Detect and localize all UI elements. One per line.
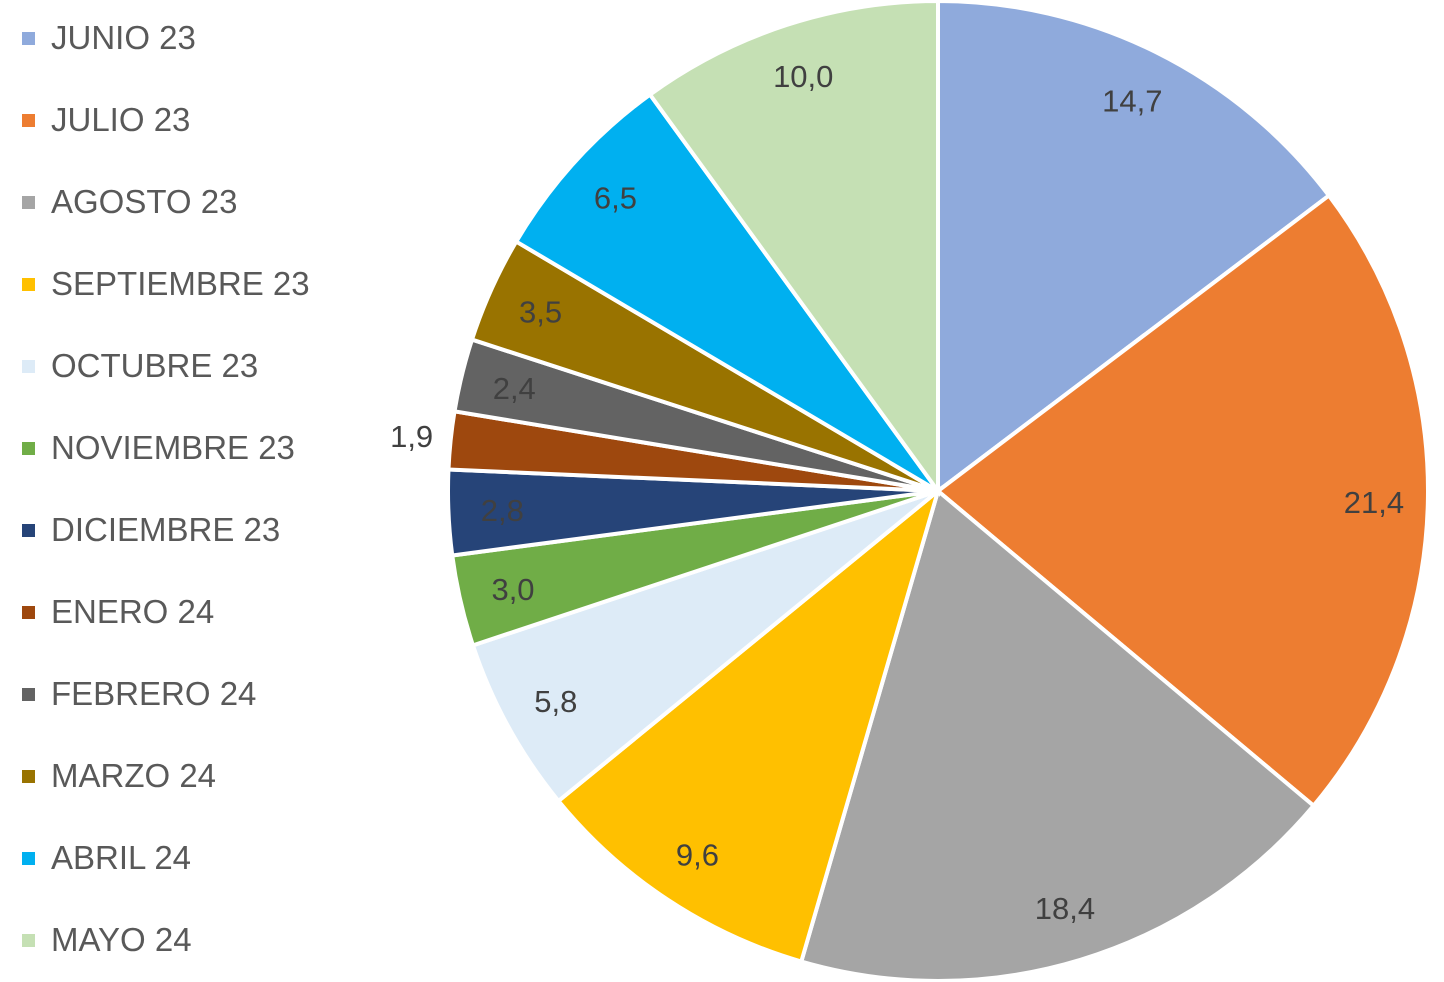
legend-label: ENERO 24	[51, 593, 215, 630]
legend-swatch	[22, 113, 35, 127]
legend-item: ABRIL 24	[22, 838, 191, 878]
legend-label: OCTUBRE 23	[51, 347, 259, 384]
legend-label: AGOSTO 23	[51, 183, 238, 220]
pie-slice	[647, 0, 940, 498]
legend-label: MAYO 24	[51, 921, 192, 958]
legend-swatch	[22, 277, 35, 291]
data-label: 9,6	[676, 838, 719, 873]
legend-swatch	[22, 769, 35, 783]
legend-item: OCTUBRE 23	[22, 346, 258, 386]
legend-swatch	[22, 359, 35, 373]
pie-slice	[513, 91, 940, 493]
legend-swatch	[22, 933, 35, 947]
data-label: 21,4	[1344, 485, 1404, 520]
legend-item: MARZO 24	[22, 756, 216, 796]
pie-slice	[470, 489, 940, 804]
legend-item: MAYO 24	[22, 920, 192, 960]
data-label: 3,0	[491, 572, 534, 607]
legend-label: ABRIL 24	[51, 839, 192, 876]
legend-swatch	[22, 195, 35, 209]
legend-item: FEBRERO 24	[22, 674, 256, 714]
data-label: 10,0	[773, 59, 833, 94]
legend-label: SEPTIEMBRE 23	[51, 265, 310, 302]
legend-item: ENERO 24	[22, 592, 214, 632]
legend-label: MARZO 24	[51, 757, 217, 794]
legend-item: DICIEMBRE 23	[22, 510, 280, 550]
legend-label: JULIO 23	[51, 101, 191, 138]
legend-swatch	[22, 523, 35, 537]
legend-swatch	[22, 687, 35, 701]
data-label: 2,4	[493, 371, 536, 406]
legend-item: NOVIEMBRE 23	[22, 428, 295, 468]
data-label: 2,8	[481, 493, 524, 528]
data-label: 5,8	[534, 684, 577, 719]
legend-swatch	[22, 605, 35, 619]
legend-label: DICIEMBRE 23	[51, 511, 281, 548]
legend-swatch	[22, 851, 35, 865]
legend-item: SEPTIEMBRE 23	[22, 264, 310, 304]
data-label: 1,9	[390, 419, 433, 454]
data-label: 18,4	[1035, 891, 1095, 926]
legend-item: AGOSTO 23	[22, 182, 237, 222]
legend-swatch	[22, 31, 35, 45]
pie-slice	[798, 487, 1317, 982]
legend-label: NOVIEMBRE 23	[51, 429, 295, 466]
legend-swatch	[22, 441, 35, 455]
legend-label: JUNIO 23	[51, 19, 196, 56]
data-label: 3,5	[519, 295, 562, 330]
pie-slice	[934, 192, 1430, 809]
legend-item: JUNIO 23	[22, 18, 196, 58]
data-label: 14,7	[1102, 84, 1162, 119]
data-label: 6,5	[594, 180, 637, 215]
legend-label: FEBRERO 24	[51, 675, 257, 712]
legend-item: JULIO 23	[22, 100, 190, 140]
pie-slice	[936, 0, 1332, 496]
pie-slice	[555, 485, 942, 965]
